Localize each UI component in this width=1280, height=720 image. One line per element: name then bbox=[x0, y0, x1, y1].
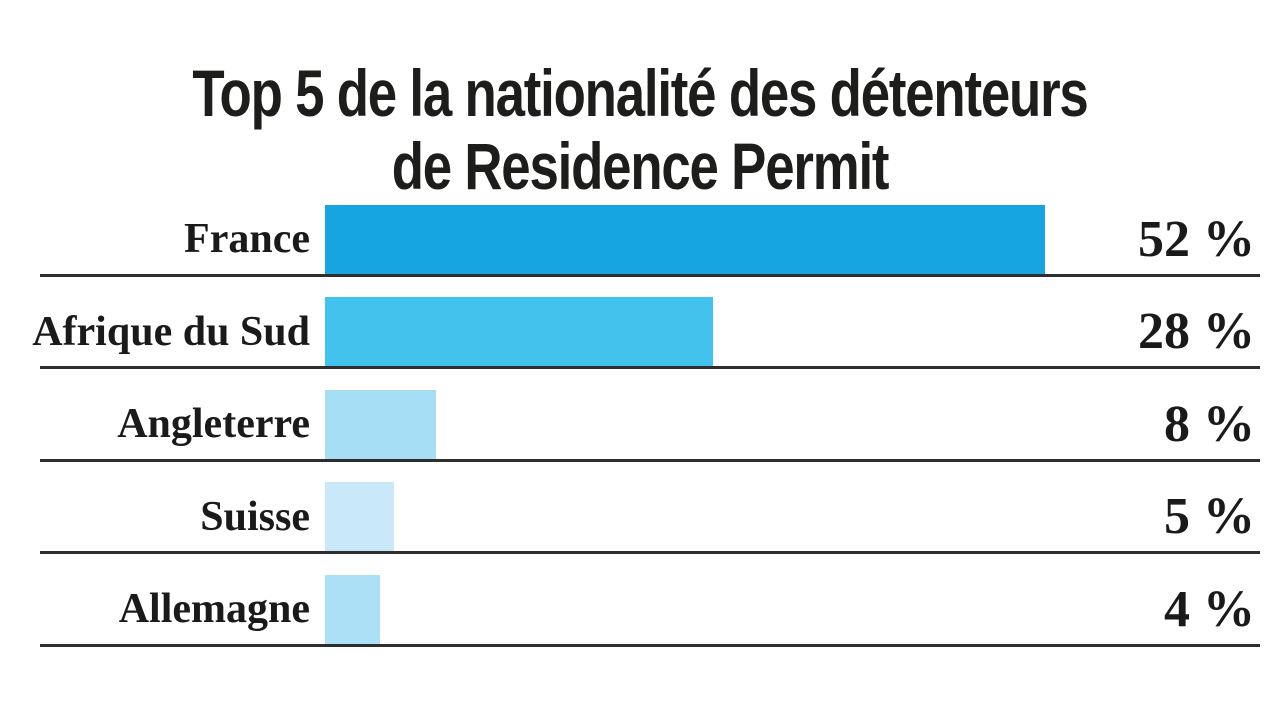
chart-title-line1: Top 5 de la nationalité des détenteurs bbox=[192, 56, 1088, 130]
category-label: Allemagne bbox=[118, 586, 310, 632]
category-label: France bbox=[184, 216, 310, 262]
category-label: Afrique du Sud bbox=[32, 308, 310, 355]
chart-row: Angleterre 8 % bbox=[40, 369, 1260, 462]
value-label: 52 % bbox=[1138, 210, 1255, 268]
bar-chart: France 52 % Afrique du Sud 28 % Angleterre 8 … bbox=[32, 184, 1260, 647]
bar bbox=[325, 389, 436, 459]
chart-title-line2: de Residence Permit bbox=[391, 129, 890, 203]
value-label: 8 % bbox=[1164, 395, 1255, 453]
chart-row: Allemagne 4 % bbox=[40, 554, 1260, 647]
category-label: Angleterre bbox=[117, 401, 310, 447]
value-label: 4 % bbox=[1164, 580, 1255, 638]
chart-row: France 52 % bbox=[40, 184, 1260, 277]
bar bbox=[325, 482, 395, 551]
chart-row: Suisse 5 % bbox=[40, 462, 1260, 554]
bar bbox=[325, 297, 713, 366]
bar bbox=[325, 574, 381, 644]
category-label: Suisse bbox=[200, 493, 310, 540]
value-label: 5 % bbox=[1164, 488, 1255, 545]
bar bbox=[325, 204, 1045, 274]
value-label: 28 % bbox=[1138, 303, 1255, 360]
chart-row: Afrique du Sud 28 % bbox=[32, 277, 1260, 369]
chart-title: Top 5 de la nationalité des détenteurs d… bbox=[0, 57, 1280, 203]
